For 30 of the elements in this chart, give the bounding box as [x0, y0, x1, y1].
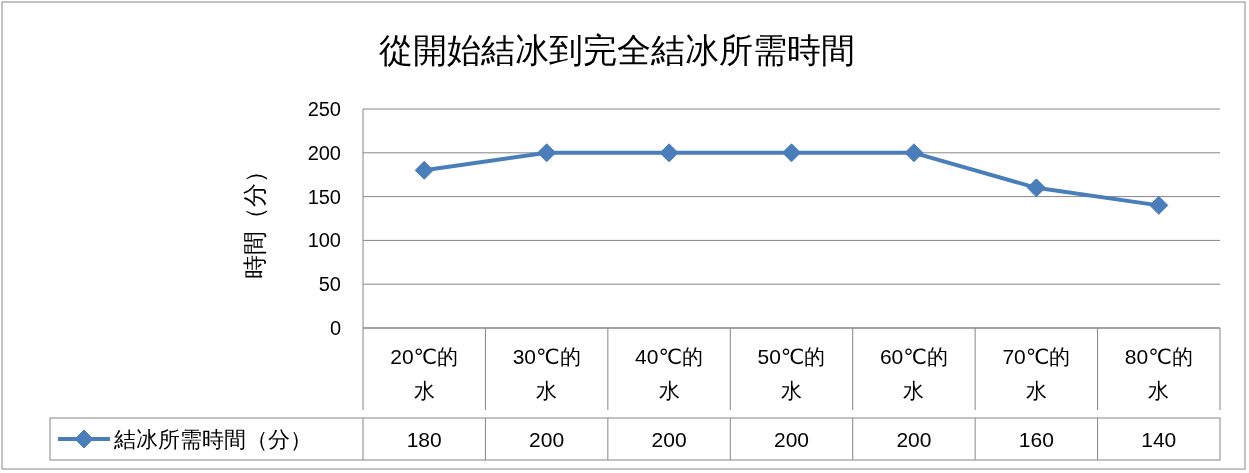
legend-label: 結冰所需時間（分） [113, 427, 312, 452]
y-tick-label: 100 [307, 229, 341, 252]
data-label: 200 [651, 428, 687, 451]
y-axis-title: 時間（分） [241, 158, 268, 279]
point [1026, 178, 1046, 198]
y-tick-label: 200 [307, 141, 341, 164]
x-tick-label: 60℃的水 [879, 345, 948, 402]
point [414, 160, 434, 180]
point [904, 143, 924, 163]
x-tick-label: 30℃的水 [512, 345, 581, 402]
point [659, 143, 679, 163]
data-label: 160 [1018, 428, 1054, 451]
y-tick-label: 250 [307, 98, 341, 120]
point [1149, 195, 1169, 215]
x-tick-label: 50℃的水 [757, 345, 826, 402]
data-label: 140 [1141, 428, 1177, 451]
data-label: 180 [406, 428, 442, 451]
point [537, 143, 557, 163]
chart-title: 從開始結冰到完全結冰所需時間 [378, 31, 855, 69]
point [782, 143, 801, 163]
y-tick-label: 0 [329, 317, 341, 339]
x-tick-label: 40℃的水 [635, 345, 704, 402]
x-tick-label: 70℃的水 [1002, 345, 1071, 402]
x-tick-label: 80℃的水 [1124, 345, 1193, 402]
data-label: 200 [773, 428, 810, 451]
x-tick-label: 20℃的水 [390, 345, 459, 402]
data-label: 200 [529, 428, 565, 451]
data-label: 200 [896, 428, 932, 451]
y-tick-label: 50 [318, 273, 341, 296]
y-tick-label: 150 [307, 185, 341, 208]
